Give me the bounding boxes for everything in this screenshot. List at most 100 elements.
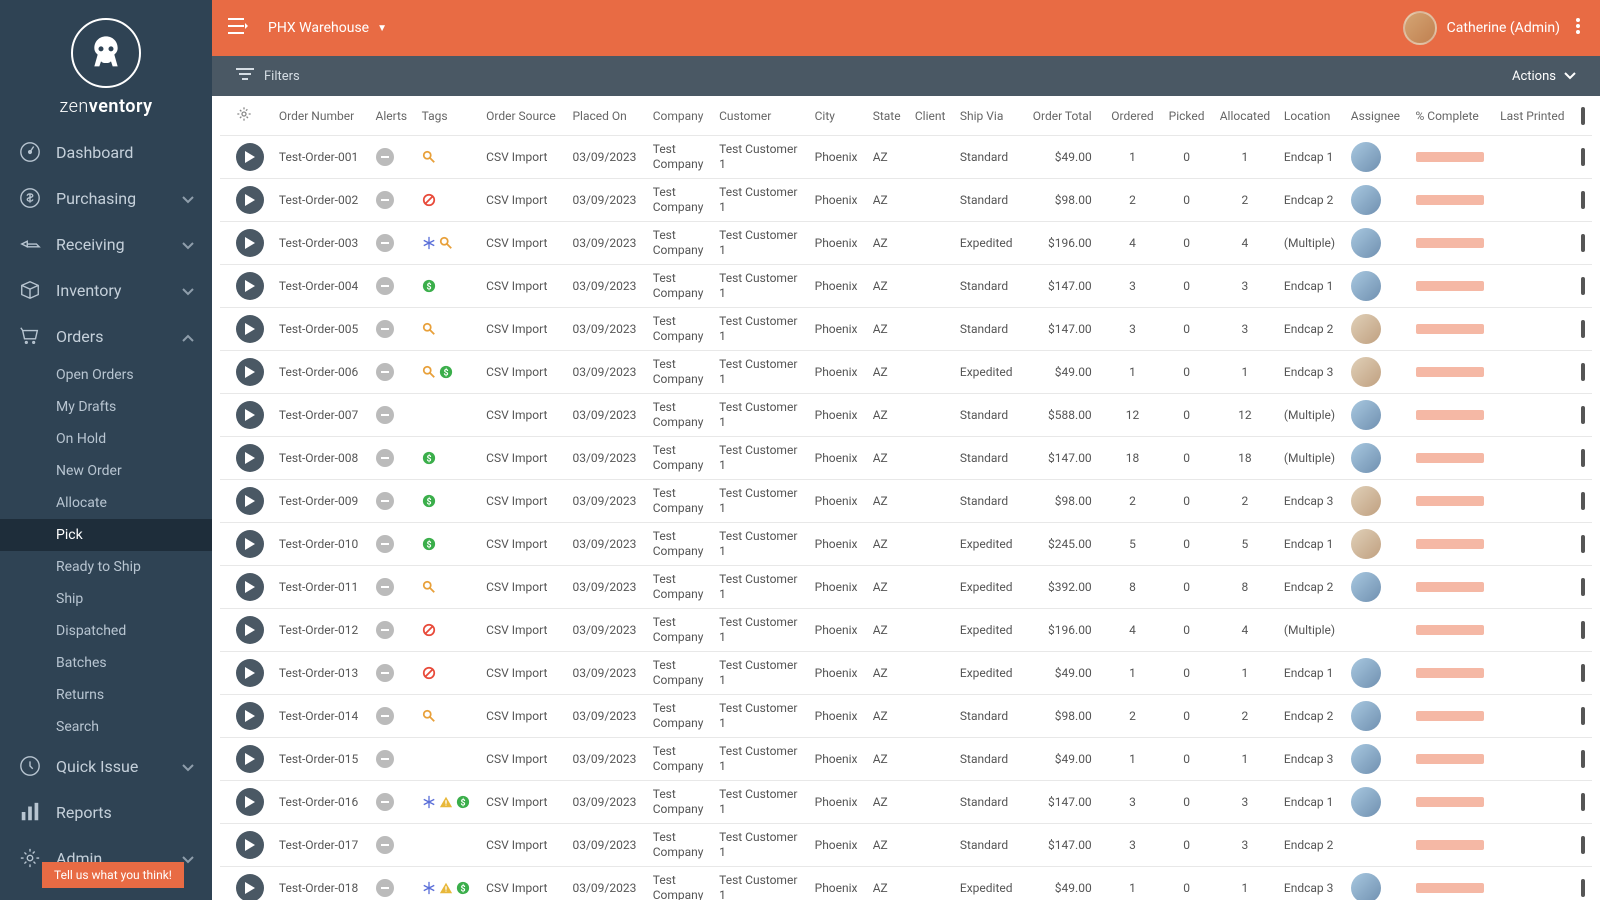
- expand-row-button[interactable]: [236, 616, 264, 644]
- subnav-item-pick[interactable]: Pick: [0, 519, 212, 551]
- order-number[interactable]: Test-Order-014: [273, 695, 370, 738]
- expand-row-button[interactable]: [236, 487, 264, 515]
- row-checkbox[interactable]: [1581, 148, 1585, 166]
- col-header[interactable]: Tags: [416, 96, 481, 136]
- alert-indicator[interactable]: [376, 836, 394, 854]
- assignee-avatar[interactable]: [1351, 529, 1381, 559]
- alert-indicator[interactable]: [376, 578, 394, 596]
- expand-row-button[interactable]: [236, 788, 264, 816]
- alert-indicator[interactable]: [376, 664, 394, 682]
- nav-item-dashboard[interactable]: Dashboard: [0, 129, 212, 175]
- alert-indicator[interactable]: [376, 492, 394, 510]
- alert-indicator[interactable]: [376, 320, 394, 338]
- nav-item-reports[interactable]: Reports: [0, 789, 212, 835]
- subnav-item-open[interactable]: Open Orders: [0, 359, 212, 391]
- order-number[interactable]: Test-Order-002: [273, 179, 370, 222]
- expand-row-button[interactable]: [236, 745, 264, 773]
- row-checkbox[interactable]: [1581, 879, 1585, 897]
- feedback-button[interactable]: Tell us what you think!: [42, 862, 184, 888]
- row-checkbox[interactable]: [1581, 578, 1585, 596]
- nav-item-purchasing[interactable]: Purchasing: [0, 175, 212, 221]
- subnav-item-allocate[interactable]: Allocate: [0, 487, 212, 519]
- col-header[interactable]: Allocated: [1212, 96, 1278, 136]
- subnav-item-drafts[interactable]: My Drafts: [0, 391, 212, 423]
- order-number[interactable]: Test-Order-001: [273, 136, 370, 179]
- order-number[interactable]: Test-Order-012: [273, 609, 370, 652]
- expand-row-button[interactable]: [236, 186, 264, 214]
- sidebar-toggle-icon[interactable]: [228, 18, 248, 38]
- col-header[interactable]: Location: [1278, 96, 1345, 136]
- assignee-avatar[interactable]: [1351, 228, 1381, 258]
- row-checkbox[interactable]: [1581, 664, 1585, 682]
- col-header[interactable]: Client: [909, 96, 954, 136]
- alert-indicator[interactable]: [376, 363, 394, 381]
- row-checkbox[interactable]: [1581, 707, 1585, 725]
- row-checkbox[interactable]: [1581, 793, 1585, 811]
- expand-row-button[interactable]: [236, 315, 264, 343]
- order-number[interactable]: Test-Order-007: [273, 394, 370, 437]
- order-number[interactable]: Test-Order-011: [273, 566, 370, 609]
- assignee-avatar[interactable]: [1351, 142, 1381, 172]
- expand-row-button[interactable]: [236, 874, 264, 900]
- expand-row-button[interactable]: [236, 702, 264, 730]
- col-header[interactable]: [220, 96, 273, 136]
- alert-indicator[interactable]: [376, 449, 394, 467]
- row-checkbox[interactable]: [1581, 191, 1585, 209]
- assignee-avatar[interactable]: [1351, 787, 1381, 817]
- col-header[interactable]: City: [809, 96, 867, 136]
- filter-icon[interactable]: [236, 68, 254, 84]
- col-header[interactable]: Ship Via: [954, 96, 1022, 136]
- order-number[interactable]: Test-Order-004: [273, 265, 370, 308]
- alert-indicator[interactable]: [376, 148, 394, 166]
- assignee-avatar[interactable]: [1351, 744, 1381, 774]
- assignee-avatar[interactable]: [1351, 701, 1381, 731]
- row-checkbox[interactable]: [1581, 449, 1585, 467]
- col-header[interactable]: Order Total: [1022, 96, 1103, 136]
- col-header[interactable]: Assignee: [1345, 96, 1410, 136]
- order-number[interactable]: Test-Order-016: [273, 781, 370, 824]
- order-number[interactable]: Test-Order-018: [273, 867, 370, 900]
- order-number[interactable]: Test-Order-015: [273, 738, 370, 781]
- col-header[interactable]: Order Number: [273, 96, 370, 136]
- expand-row-button[interactable]: [236, 530, 264, 558]
- col-header[interactable]: Ordered: [1104, 96, 1162, 136]
- order-number[interactable]: Test-Order-013: [273, 652, 370, 695]
- assignee-avatar[interactable]: [1351, 486, 1381, 516]
- assignee-avatar[interactable]: [1351, 185, 1381, 215]
- subnav-item-returns[interactable]: Returns: [0, 679, 212, 711]
- nav-item-receiving[interactable]: Receiving: [0, 221, 212, 267]
- row-checkbox[interactable]: [1581, 750, 1585, 768]
- order-number[interactable]: Test-Order-006: [273, 351, 370, 394]
- alert-indicator[interactable]: [376, 707, 394, 725]
- col-header[interactable]: Picked: [1161, 96, 1212, 136]
- row-checkbox[interactable]: [1581, 234, 1585, 252]
- subnav-item-hold[interactable]: On Hold: [0, 423, 212, 455]
- assignee-avatar[interactable]: [1351, 400, 1381, 430]
- col-header[interactable]: Order Source: [480, 96, 566, 136]
- assignee-avatar[interactable]: [1351, 873, 1381, 900]
- col-header[interactable]: Alerts: [370, 96, 416, 136]
- expand-row-button[interactable]: [236, 573, 264, 601]
- row-checkbox[interactable]: [1581, 621, 1585, 639]
- row-checkbox[interactable]: [1581, 836, 1585, 854]
- col-header[interactable]: State: [867, 96, 909, 136]
- subnav-item-search[interactable]: Search: [0, 711, 212, 743]
- row-checkbox[interactable]: [1581, 492, 1585, 510]
- col-header[interactable]: Placed On: [566, 96, 646, 136]
- gear-icon[interactable]: [236, 111, 252, 125]
- expand-row-button[interactable]: [236, 659, 264, 687]
- alert-indicator[interactable]: [376, 750, 394, 768]
- alert-indicator[interactable]: [376, 793, 394, 811]
- assignee-avatar[interactable]: [1351, 658, 1381, 688]
- actions-dropdown[interactable]: Actions: [1512, 69, 1576, 84]
- order-number[interactable]: Test-Order-008: [273, 437, 370, 480]
- more-menu-icon[interactable]: [1572, 14, 1584, 42]
- order-number[interactable]: Test-Order-003: [273, 222, 370, 265]
- filters-label[interactable]: Filters: [264, 69, 300, 84]
- alert-indicator[interactable]: [376, 191, 394, 209]
- expand-row-button[interactable]: [236, 401, 264, 429]
- alert-indicator[interactable]: [376, 406, 394, 424]
- col-header[interactable]: Customer: [713, 96, 809, 136]
- user-avatar[interactable]: [1403, 11, 1437, 45]
- assignee-avatar[interactable]: [1351, 357, 1381, 387]
